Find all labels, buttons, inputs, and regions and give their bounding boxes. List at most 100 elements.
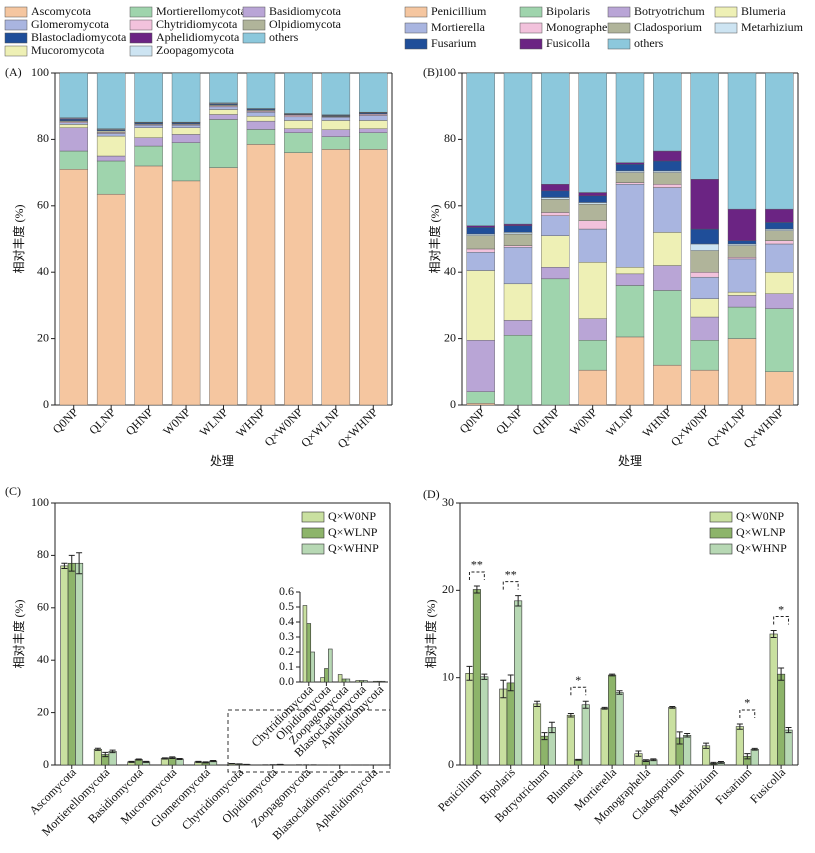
bar-segment (541, 215, 570, 236)
bar (376, 680, 382, 683)
y-tick-label: 40 (444, 264, 456, 278)
error-bar (669, 705, 676, 709)
legend-swatch (4, 45, 28, 57)
legend-swatch (242, 19, 266, 31)
bar-segment (541, 190, 570, 198)
significance-bracket (739, 709, 756, 718)
error-bar (473, 585, 480, 594)
legend-label: Q×WLNP (328, 525, 378, 539)
bar-segment (246, 129, 276, 145)
bar (341, 678, 347, 683)
error-bar (785, 726, 792, 734)
bar-segment (578, 192, 607, 197)
y-tick-label: 40 (37, 652, 49, 666)
error-bar (61, 562, 68, 569)
significance-label: * (778, 602, 784, 616)
bar-segment (615, 267, 645, 275)
bar-segment (690, 316, 719, 341)
bar (683, 735, 692, 766)
legend-label: Q×WLNP (736, 525, 786, 539)
bar (373, 680, 378, 683)
error-bar (609, 673, 616, 677)
bar-segment (503, 335, 533, 406)
bar-segment (653, 72, 682, 152)
error-bar (515, 595, 522, 607)
bar-segment (765, 308, 794, 372)
bar-segment (578, 318, 607, 341)
bar (668, 707, 677, 766)
x-tick-label: Q×WHNP (741, 405, 787, 451)
bar-segment (466, 225, 495, 228)
bar-segment (727, 245, 757, 258)
bar-segment (690, 298, 719, 318)
legend-label: Monographella (546, 20, 620, 34)
bar-segment (284, 116, 313, 121)
y-tick-label: 20 (37, 704, 49, 718)
legend-swatch (301, 527, 325, 539)
x-tick-label: W0NP (567, 405, 600, 438)
bar-segment (359, 132, 388, 150)
legend-label: others (634, 36, 664, 50)
bar-segment (690, 72, 719, 180)
legend-label: Mucoromycota (31, 43, 105, 57)
legend-label: Cladosporium (634, 20, 703, 34)
bar-segment (359, 120, 388, 129)
bar-segment (209, 109, 238, 115)
bar-segment (765, 222, 794, 230)
bar-segment (727, 338, 757, 406)
bar-segment (466, 252, 495, 271)
bar-segment (59, 124, 88, 128)
legend-swatch (709, 543, 733, 555)
bar-segment (615, 172, 645, 183)
bar-segment (727, 208, 757, 241)
legend-label: Mortierella (431, 20, 486, 34)
bar-segment (653, 364, 682, 406)
y-tick-label: 0 (43, 397, 49, 411)
error-bar (582, 700, 589, 709)
x-tick-label: Q×WHNP (335, 405, 381, 451)
error-bar (135, 758, 142, 761)
bar-segment (578, 262, 607, 319)
error-bar (202, 761, 209, 764)
bar (566, 714, 575, 766)
bar-segment (615, 273, 645, 286)
error-bar (567, 712, 574, 718)
bar-segment (134, 145, 163, 167)
x-axis-label: 处理 (618, 454, 642, 468)
bar-segment (466, 391, 495, 404)
bar-segment (765, 72, 794, 210)
legend-label: Penicillium (431, 4, 487, 18)
bar (328, 648, 333, 683)
bar-segment (653, 187, 682, 233)
bar-segment (171, 124, 201, 128)
error-bar (650, 758, 657, 762)
error-bar (534, 700, 541, 707)
bar-segment (503, 232, 533, 235)
error-bar (736, 723, 743, 730)
bar-segment (690, 369, 719, 406)
bar-segment (653, 265, 682, 291)
bar-segment (615, 164, 645, 172)
x-tick-label: Fusarium (712, 765, 754, 807)
bar-segment (578, 195, 607, 203)
y-tick-label: 0 (450, 397, 456, 411)
legend-label: Q×W0NP (736, 509, 784, 523)
legend-label: Aphelidiomycota (156, 30, 240, 44)
bar-segment (503, 245, 533, 248)
y-tick-label: 20 (37, 330, 49, 344)
legend-label: Chytridiomycota (156, 17, 238, 31)
bar (302, 605, 308, 683)
bar (769, 633, 778, 766)
error-bar (710, 761, 717, 765)
legend-swatch (301, 511, 325, 523)
error-bar (751, 747, 758, 751)
bar-segment (359, 149, 388, 406)
bar-segment (59, 127, 88, 152)
y-tick-label: 0.6 (279, 584, 294, 598)
error-bar (466, 665, 473, 681)
x-tick-label: QHNP (123, 405, 156, 438)
bar-segment (653, 232, 682, 266)
bar-segment (466, 270, 495, 341)
legend-label: Blastocladiomycota (31, 30, 127, 44)
bar (93, 748, 102, 766)
